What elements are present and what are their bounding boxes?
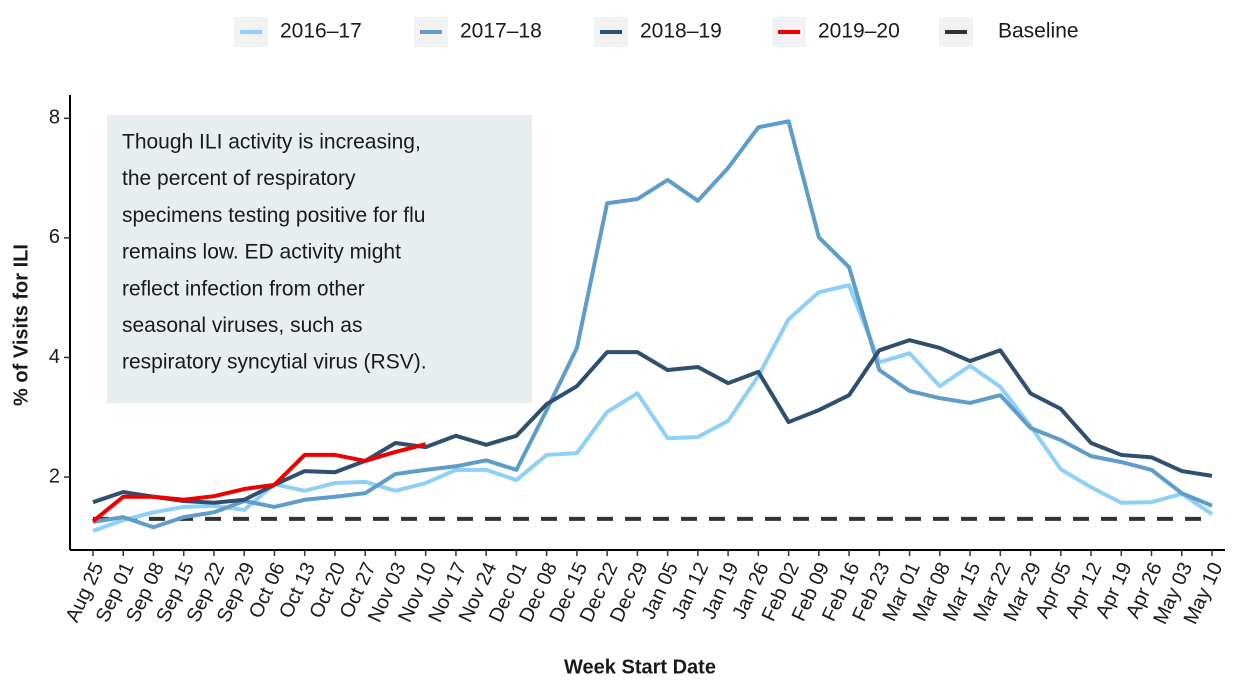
series-line [91, 442, 427, 523]
legend-label: 2018–19 [640, 20, 722, 43]
annotation-text: respiratory syncytial virus (RSV). [122, 351, 427, 374]
legend-label: 2016–17 [280, 20, 362, 43]
legend-label: 2019–20 [818, 20, 900, 43]
y-tick-label: 4 [49, 346, 60, 368]
annotation-text: Though ILI activity is increasing, [122, 131, 421, 154]
y-tick-label: 6 [49, 226, 60, 248]
annotation-text: the percent of respiratory [122, 167, 356, 190]
series-line [92, 119, 1213, 530]
annotation-text: specimens testing positive for flu [122, 204, 425, 227]
x-axis-title: Week Start Date [564, 656, 716, 678]
legend-label: Baseline [998, 20, 1079, 43]
legend-label: 2017–18 [460, 20, 542, 43]
y-tick-label: 2 [49, 465, 60, 487]
y-axis-title: % of Visits for ILI [10, 244, 32, 406]
annotation-box [107, 115, 532, 403]
annotation-text: reflect infection from other [122, 277, 365, 300]
annotation-text: remains low. ED activity might [122, 241, 401, 264]
y-tick-label: 8 [49, 107, 60, 129]
annotation-text: seasonal viruses, such as [122, 314, 362, 337]
